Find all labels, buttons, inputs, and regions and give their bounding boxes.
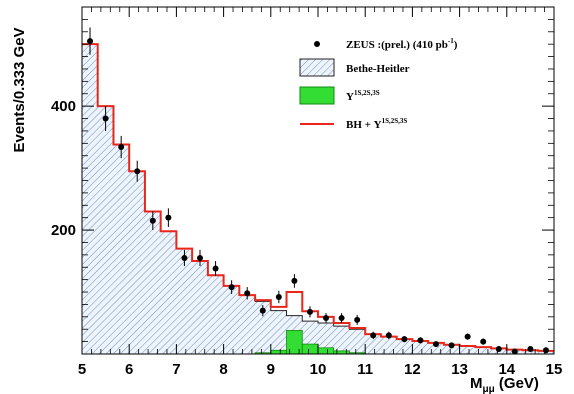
x-axis-label-sub: μμ bbox=[483, 384, 495, 394]
x-tick-label: 14 bbox=[498, 361, 515, 378]
x-axis-label-main: M bbox=[470, 375, 483, 392]
data-point bbox=[228, 284, 235, 291]
plot-area bbox=[82, 27, 554, 355]
x-tick-label: 7 bbox=[172, 361, 180, 378]
x-tick-label: 13 bbox=[451, 361, 468, 378]
data-point bbox=[165, 214, 172, 221]
data-point bbox=[102, 115, 109, 122]
data-point bbox=[370, 332, 377, 339]
data-point bbox=[244, 290, 251, 297]
upsilon-bar bbox=[317, 347, 335, 355]
y-tick-label: 400 bbox=[51, 98, 76, 115]
data-point bbox=[401, 336, 408, 343]
x-tick-label: 11 bbox=[357, 361, 373, 378]
x-tick-label: 8 bbox=[219, 361, 227, 378]
legend-label: ZEUS :(prel.) (410 pb-1) bbox=[346, 37, 458, 51]
upsilon-bar bbox=[301, 343, 319, 355]
y-axis-label: Events/0.333 GeV bbox=[11, 27, 28, 152]
data-point bbox=[259, 307, 266, 314]
data-point bbox=[338, 315, 345, 322]
x-tick-label: 9 bbox=[267, 361, 275, 378]
legend-label: Bethe-Heitler bbox=[346, 63, 410, 75]
y-tick-label: 200 bbox=[51, 222, 76, 239]
data-point bbox=[495, 346, 502, 353]
data-point bbox=[87, 38, 94, 45]
data-point bbox=[417, 337, 424, 344]
data-point bbox=[197, 254, 203, 261]
bh-plus-upsilon-line bbox=[82, 43, 554, 352]
x-tick-label: 6 bbox=[125, 361, 133, 378]
axes: 5 6 7 8 9 10 11 12 13 14 15 200 400 bbox=[51, 6, 563, 378]
data-point bbox=[134, 168, 141, 175]
data-point bbox=[542, 347, 549, 354]
data-point bbox=[448, 342, 455, 349]
data-point bbox=[118, 144, 125, 151]
data-point bbox=[306, 308, 313, 315]
data-point bbox=[385, 332, 392, 339]
legend-label: BH + Υ1S,2S,3S bbox=[346, 117, 407, 131]
legend-label: Υ1S,2S,3S bbox=[346, 89, 380, 103]
data-point bbox=[181, 254, 188, 261]
x-tick-label: 12 bbox=[404, 361, 421, 378]
legend-marker-green bbox=[299, 86, 335, 105]
data-point bbox=[149, 217, 156, 224]
data-point bbox=[433, 341, 439, 348]
data-point bbox=[354, 316, 361, 323]
legend-marker-hatched bbox=[299, 58, 335, 77]
bethe-heitler-fill bbox=[82, 44, 554, 355]
data-point bbox=[275, 293, 282, 300]
x-axis-label: Mμμ (GeV) bbox=[470, 375, 539, 394]
upsilon-bar bbox=[270, 349, 287, 355]
data-point bbox=[323, 315, 330, 322]
upsilon-bar bbox=[286, 330, 303, 355]
x-tick-label: 5 bbox=[78, 361, 86, 378]
data-point bbox=[464, 333, 471, 340]
data-point bbox=[527, 346, 534, 353]
data-point bbox=[212, 265, 219, 272]
x-tick-label: 15 bbox=[546, 361, 563, 378]
x-tick-label: 10 bbox=[310, 361, 327, 378]
data-point bbox=[480, 338, 487, 345]
data-point bbox=[291, 277, 298, 284]
legend: ZEUS :(prel.) (410 pb-1) Bethe-Heitler Υ1S… bbox=[299, 37, 458, 131]
legend-marker-point bbox=[314, 41, 320, 47]
